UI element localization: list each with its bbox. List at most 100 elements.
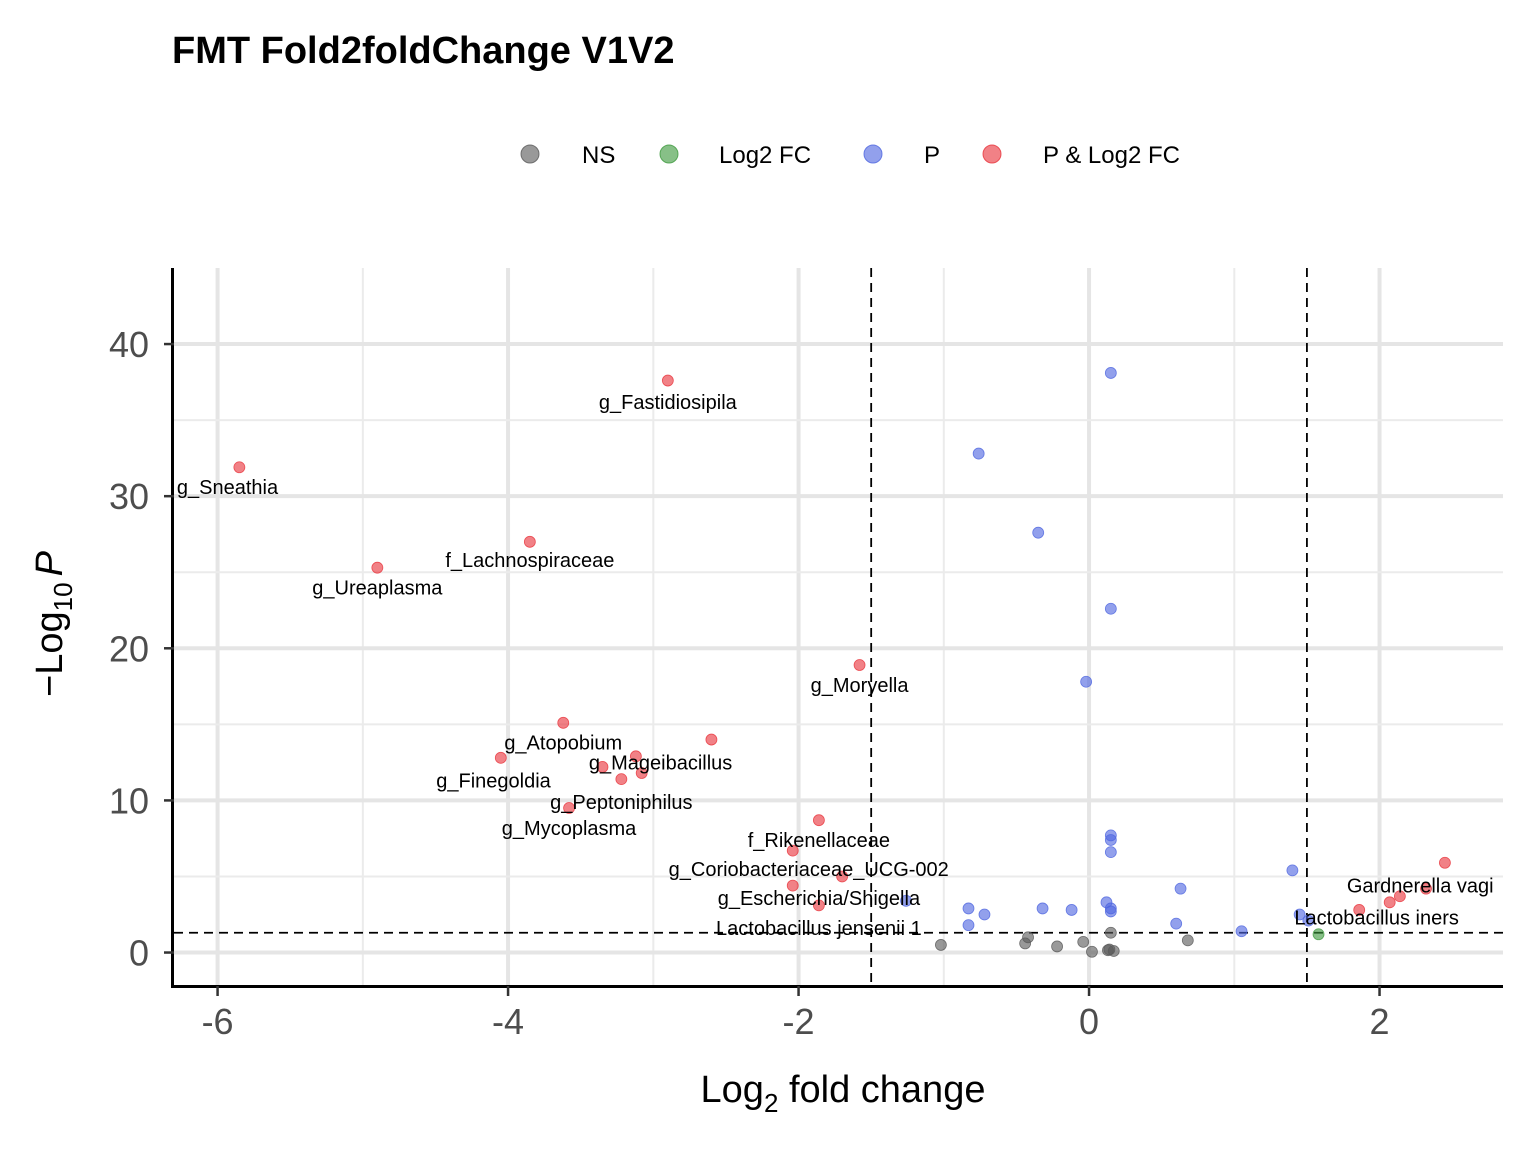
data-point: [629, 750, 642, 763]
x-ticks: -6 -4 -2 0 2: [202, 986, 1390, 1042]
point-labels: g_Fastidiosipila g_Sneathia f_Lachnospirac…: [177, 392, 1494, 940]
y-tick-label: 40: [109, 324, 149, 365]
data-point: [1104, 905, 1117, 918]
y-axis-title: −Log10 P: [29, 550, 78, 697]
data-point: [1312, 928, 1325, 941]
data-point: [972, 447, 985, 460]
legend-key: [659, 144, 679, 164]
legend-label: NS: [582, 142, 615, 169]
legend-key: [520, 144, 540, 164]
data-point: [1019, 937, 1032, 950]
y-tick-label: 10: [109, 780, 149, 821]
x-axis-title: Log2 fold change: [701, 1069, 986, 1118]
axes: [171, 268, 1503, 988]
data-point: [1393, 890, 1406, 903]
y-ticks: 0 10 20 30 40: [109, 324, 174, 974]
data-point: [1080, 675, 1093, 688]
data-point: [786, 844, 799, 857]
legend-key: [863, 144, 883, 164]
data-point: [1286, 864, 1299, 877]
data-point: [1065, 904, 1078, 916]
legend: NS Log2 FC P P & Log2 FC: [520, 142, 1180, 169]
x-tick-label: -2: [783, 1001, 815, 1042]
chart-title: FMT Fold2foldChange V1V2: [172, 30, 674, 72]
x-axis-title-rest: fold change: [778, 1069, 985, 1111]
data-point: [853, 659, 866, 671]
data-point: [494, 751, 507, 764]
data-point: [1102, 944, 1114, 957]
x-axis-title-main: Log: [701, 1069, 764, 1111]
data-point: [900, 894, 912, 907]
point-label: g_Fastidiosipila: [599, 392, 738, 414]
y-axis-title-sub: 10: [48, 582, 78, 611]
data-point: [563, 802, 575, 814]
data-point: [661, 374, 674, 387]
data-point: [1174, 882, 1187, 895]
data-point: [233, 461, 246, 474]
data-point: [596, 761, 609, 773]
data-point: [1104, 367, 1117, 379]
point-label: g_Finegoldia: [436, 771, 551, 793]
data-point: [1104, 834, 1117, 846]
point-label: g_Peptoniphilus: [550, 792, 692, 814]
legend-key: [982, 144, 1002, 164]
y-tick-label: 30: [109, 476, 149, 517]
data-point: [1235, 925, 1248, 938]
data-point: [836, 870, 849, 883]
legend-label: P: [924, 142, 940, 169]
point-label: g_Atopobium: [504, 733, 622, 755]
data-point: [1104, 602, 1117, 615]
data-point: [1104, 846, 1117, 859]
data-point: [962, 902, 975, 915]
data-point: [1420, 882, 1432, 895]
data-point: [615, 773, 628, 786]
data-point: [1302, 914, 1315, 927]
x-tick-label: 2: [1370, 1001, 1390, 1042]
data-point: [812, 899, 825, 912]
data-point: [371, 561, 384, 574]
cutoff-lines: [174, 268, 1503, 986]
data-point: [962, 919, 975, 932]
data-point: [635, 767, 648, 779]
data-point: [1104, 926, 1117, 939]
point-label: g_Mageibacillus: [589, 752, 732, 774]
data-point: [1086, 945, 1098, 958]
legend-label: P & Log2 FC: [1043, 142, 1180, 169]
data-point: [1353, 904, 1366, 916]
data-point: [1036, 902, 1049, 915]
data-point: [1293, 908, 1306, 921]
x-tick-label: 0: [1079, 1001, 1099, 1042]
point-label: g_Escherichia/Shigella: [718, 888, 921, 910]
data-point: [1439, 856, 1451, 869]
data-point: [1383, 896, 1396, 909]
data-point: [1032, 526, 1045, 539]
point-label: g_Coriobacteriaceae_UCG-002: [669, 859, 949, 881]
point-label: g_Moryella: [811, 675, 910, 697]
data-point: [812, 814, 825, 827]
data-point: [523, 535, 536, 548]
data-point: [1051, 940, 1063, 953]
y-tick-label: 0: [129, 933, 149, 974]
x-tick-label: -6: [202, 1001, 234, 1042]
data-point: [786, 879, 799, 892]
data-point: [1181, 934, 1194, 947]
data-points: [233, 367, 1451, 958]
point-label: Lactobacillus jensenii 1: [716, 918, 922, 940]
data-point: [557, 716, 570, 729]
x-axis-title-sub: 2: [764, 1088, 778, 1118]
data-point: [1077, 935, 1090, 948]
data-point: [705, 733, 718, 746]
legend-label: Log2 FC: [719, 142, 811, 169]
y-axis-title-prefix: −Log: [29, 611, 71, 697]
grid: [174, 268, 1503, 986]
data-point: [934, 939, 947, 951]
point-label: Lactobacillus iners: [1294, 908, 1459, 930]
point-label: f_Rikenellaceae: [748, 830, 890, 852]
point-label: g_Sneathia: [177, 477, 279, 499]
point-label: f_Lachnospiraceae: [445, 550, 614, 572]
y-tick-label: 20: [109, 628, 149, 669]
data-point: [978, 908, 991, 921]
point-label: g_Ureaplasma: [312, 577, 443, 599]
x-tick-label: -4: [492, 1001, 524, 1042]
